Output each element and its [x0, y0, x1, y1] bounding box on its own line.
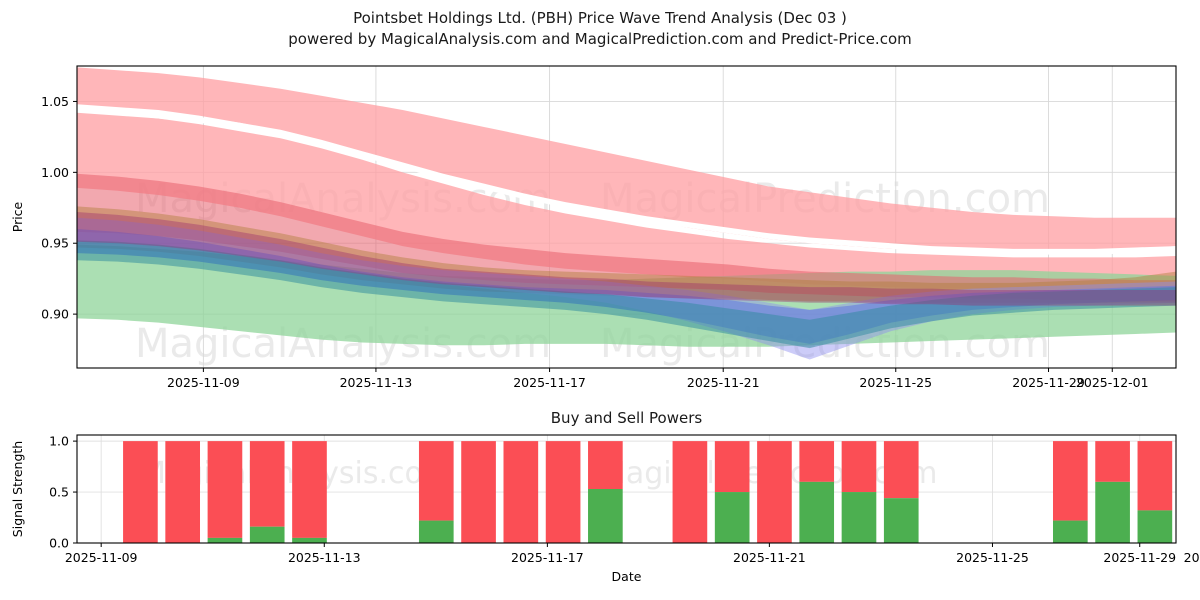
buy-power-bar [1052, 520, 1088, 543]
sell-power-bar [123, 441, 158, 543]
buy-power-bar [841, 492, 877, 543]
page-subtitle: powered by MagicalAnalysis.com and Magic… [288, 30, 912, 48]
sell-power-bar [672, 441, 708, 543]
price-yaxis-title: Price [10, 201, 25, 232]
buy-power-bar [292, 537, 327, 543]
power-xtick-label: 2025-12-01 [1184, 550, 1200, 565]
sell-power-bar [418, 441, 454, 521]
buy-power-bar [714, 492, 750, 543]
price-xtick-label: 2025-11-25 [859, 375, 932, 390]
page-title: Pointsbet Holdings Ltd. (PBH) Price Wave… [353, 9, 847, 27]
power-xtick-label: 2025-11-25 [956, 550, 1029, 565]
sell-power-bar [292, 441, 327, 538]
price-xtick-label: 2025-11-29 [1012, 375, 1085, 390]
buy-power-bar [883, 498, 919, 543]
buy-power-bar [418, 520, 454, 543]
buy-power-bar [588, 489, 623, 543]
power-xtick-label: 2025-11-13 [288, 550, 361, 565]
buy-power-bar [799, 481, 835, 543]
price-xtick-label: 2025-11-17 [513, 375, 586, 390]
buy-power-bar [1137, 510, 1173, 543]
price-xtick-label: 2025-12-01 [1076, 375, 1149, 390]
price-ytick-label: 0.95 [41, 236, 69, 251]
power-ytick-label: 0.0 [49, 536, 69, 551]
sell-power-bar [207, 441, 243, 538]
sell-power-bar [249, 441, 285, 527]
buy-power-bar [207, 537, 243, 543]
power-xaxis-title: Date [612, 569, 642, 584]
sell-power-bar [588, 441, 623, 489]
chart-header: Pointsbet Holdings Ltd. (PBH) Price Wave… [0, 8, 1200, 50]
price-ytick-label: 0.90 [41, 307, 69, 322]
sell-power-bar [883, 441, 919, 499]
sell-power-bar [461, 441, 496, 543]
price-band-upper-red-outer [77, 67, 1176, 252]
power-chart-title: Buy and Sell Powers [551, 409, 703, 427]
sell-power-bar [545, 441, 581, 543]
price-wave-chart: MagicalAnalysis.comMagicalPrediction.com… [10, 65, 1177, 395]
sell-power-bar [841, 441, 877, 493]
sell-power-bar [757, 441, 792, 543]
power-ytick-label: 0.5 [49, 485, 69, 500]
sell-power-bar [1052, 441, 1088, 521]
sell-power-bar [1137, 441, 1173, 511]
price-xaxis-title: Date [612, 394, 642, 395]
sell-power-bar [714, 441, 750, 493]
price-band-mid-red-wide [77, 111, 1176, 295]
sell-power-bar [165, 441, 201, 543]
power-xtick-label: 2025-11-29 [1103, 550, 1176, 565]
price-xtick-label: 2025-11-09 [167, 375, 240, 390]
power-ytick-label: 1.0 [49, 434, 69, 449]
price-xtick-label: 2025-11-13 [340, 375, 413, 390]
price-ytick-label: 1.05 [41, 94, 69, 109]
price-band-teal-band [77, 240, 1176, 349]
power-xtick-label: 2025-11-09 [65, 550, 138, 565]
power-xtick-label: 2025-11-21 [733, 550, 806, 565]
price-band-magenta-core [77, 212, 1176, 306]
price-xtick-label: 2025-11-21 [687, 375, 760, 390]
price-ytick-label: 1.00 [41, 165, 69, 180]
buy-sell-powers-chart: MagicalAnalysis.comMagicalPrediction.com… [10, 409, 1200, 584]
power-yaxis-title: Signal Strength [10, 441, 25, 537]
sell-power-bar [503, 441, 539, 543]
power-xtick-label: 2025-11-17 [511, 550, 584, 565]
sell-power-bar [799, 441, 835, 482]
price-band-red-inner [77, 173, 1176, 302]
sell-power-bar [1095, 441, 1130, 482]
buy-power-bar [249, 526, 285, 543]
buy-power-bar [1095, 481, 1130, 543]
